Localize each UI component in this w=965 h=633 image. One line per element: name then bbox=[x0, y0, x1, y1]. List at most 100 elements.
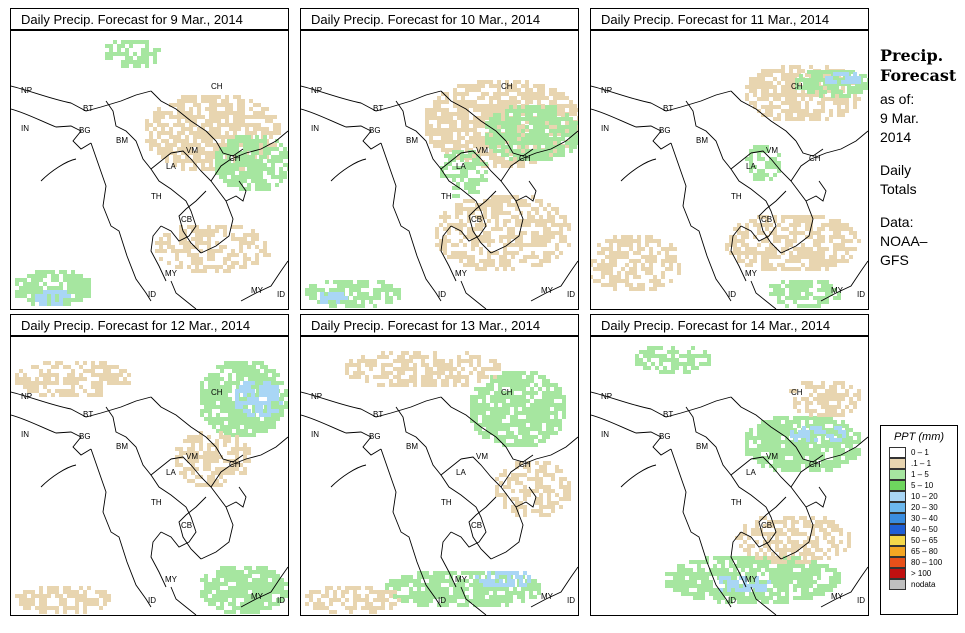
country-border bbox=[805, 486, 827, 508]
country-border bbox=[40, 464, 77, 488]
precip-area bbox=[745, 416, 861, 472]
legend-item: 65 – 80 bbox=[889, 546, 957, 557]
country-border bbox=[730, 396, 797, 448]
country-border bbox=[150, 168, 197, 242]
country-label: LA bbox=[166, 162, 176, 171]
country-border bbox=[330, 464, 367, 488]
country-label: NP bbox=[601, 86, 612, 95]
data-source-1: NOAA– bbox=[880, 233, 928, 249]
country-label: NP bbox=[21, 392, 32, 401]
country-border bbox=[150, 90, 217, 142]
country-border bbox=[11, 85, 152, 112]
precip-area bbox=[495, 461, 571, 517]
precip-area bbox=[790, 426, 846, 442]
country-label: MY bbox=[165, 575, 178, 584]
country-label: ID bbox=[277, 290, 285, 299]
country-label: CH bbox=[809, 460, 821, 469]
legend-label: 5 – 10 bbox=[911, 481, 934, 490]
country-label: VM bbox=[766, 452, 778, 461]
map-svg: NP BT IN BG BM CH VM CH LA TH CB MY MY ID ID bbox=[591, 65, 868, 309]
legend-swatch bbox=[889, 502, 906, 513]
country-label: MY bbox=[251, 286, 264, 295]
precip-area bbox=[345, 351, 501, 387]
legend-item: 40 – 50 bbox=[889, 524, 957, 535]
country-label: CH bbox=[211, 388, 223, 397]
country-label: BG bbox=[659, 126, 671, 135]
precip-area bbox=[15, 586, 111, 614]
country-label: IN bbox=[311, 430, 319, 439]
country-border bbox=[730, 90, 797, 142]
country-label: IN bbox=[21, 124, 29, 133]
country-label: VM bbox=[476, 146, 488, 155]
country-border bbox=[210, 130, 288, 182]
legend-swatch bbox=[889, 447, 906, 458]
precip-area bbox=[719, 576, 771, 592]
panel-title: Daily Precip. Forecast for 13 Mar., 2014 bbox=[300, 314, 579, 336]
country-border bbox=[820, 566, 868, 608]
country-label: ID bbox=[728, 596, 736, 605]
country-border bbox=[215, 446, 244, 463]
country-border bbox=[500, 130, 578, 182]
legend-rows: 0 – 1 .1 – 1 1 – 5 5 – 10 10 – 20 20 – 30 30 –… bbox=[881, 447, 957, 590]
country-label: CH bbox=[519, 154, 531, 163]
country-border bbox=[11, 108, 92, 150]
precip-area bbox=[769, 280, 841, 308]
country-label: VM bbox=[766, 146, 778, 155]
country-border bbox=[225, 486, 247, 508]
country-border bbox=[620, 158, 657, 182]
country-label: CB bbox=[471, 521, 482, 530]
country-label: CH bbox=[791, 82, 803, 91]
country-label: BG bbox=[369, 432, 381, 441]
as-of-date: 9 Mar. bbox=[880, 110, 919, 126]
country-label: BM bbox=[406, 442, 418, 451]
map-svg: NP BT IN BG BM CH VM CH LA TH CB MY MY ID ID bbox=[11, 40, 288, 309]
panel-title: Daily Precip. Forecast for 14 Mar., 2014 bbox=[590, 314, 869, 336]
country-label: BG bbox=[79, 126, 91, 135]
country-border bbox=[460, 150, 524, 254]
legend-item: 50 – 65 bbox=[889, 535, 957, 546]
country-label: NP bbox=[601, 392, 612, 401]
legend-item: 5 – 10 bbox=[889, 480, 957, 491]
country-border bbox=[170, 586, 197, 615]
legend-item: > 100 bbox=[889, 568, 957, 579]
country-border bbox=[468, 190, 497, 254]
country-label: MY bbox=[541, 286, 554, 295]
country-label: TH bbox=[441, 498, 452, 507]
country-border bbox=[440, 531, 457, 588]
legend-label: 0 – 1 bbox=[911, 448, 929, 457]
country-border bbox=[11, 391, 152, 418]
map-svg: NP BT IN BG BM CH VM CH LA TH CB MY MY ID ID bbox=[301, 80, 578, 309]
legend-label: nodata bbox=[911, 580, 936, 589]
country-label: NP bbox=[311, 86, 322, 95]
country-label: BT bbox=[663, 410, 673, 419]
precip-area bbox=[305, 586, 401, 614]
country-border bbox=[150, 225, 167, 282]
legend-swatch bbox=[889, 458, 906, 469]
country-label: IN bbox=[601, 124, 609, 133]
country-border bbox=[750, 280, 777, 309]
country-label: ID bbox=[567, 290, 575, 299]
country-border bbox=[730, 531, 747, 588]
legend-label: 10 – 20 bbox=[911, 492, 938, 501]
legend-swatch bbox=[889, 557, 906, 568]
country-label: TH bbox=[731, 192, 742, 201]
legend-item: .1 – 1 bbox=[889, 458, 957, 469]
legend-swatch bbox=[889, 513, 906, 524]
totals-label-2: Totals bbox=[880, 181, 917, 197]
legend-item: 80 – 100 bbox=[889, 557, 957, 568]
country-label: ID bbox=[857, 596, 865, 605]
country-border bbox=[170, 456, 234, 560]
country-border bbox=[210, 436, 288, 488]
map-11-mar: NP BT IN BG BM CH VM CH LA TH CB MY MY ID ID bbox=[590, 30, 869, 310]
country-label: IN bbox=[311, 124, 319, 133]
country-border bbox=[90, 142, 152, 302]
map-svg: NP BT IN BG BM CH VM CH LA TH CB MY MY ID ID bbox=[591, 346, 868, 615]
country-border bbox=[170, 280, 197, 309]
country-label: BM bbox=[116, 136, 128, 145]
precip-area bbox=[825, 72, 861, 84]
country-border bbox=[620, 464, 657, 488]
precip-area bbox=[385, 571, 541, 607]
heading-precip: Precip. bbox=[880, 46, 944, 65]
panel-title: Daily Precip. Forecast for 9 Mar., 2014 bbox=[10, 8, 289, 30]
precip-area bbox=[35, 290, 71, 306]
